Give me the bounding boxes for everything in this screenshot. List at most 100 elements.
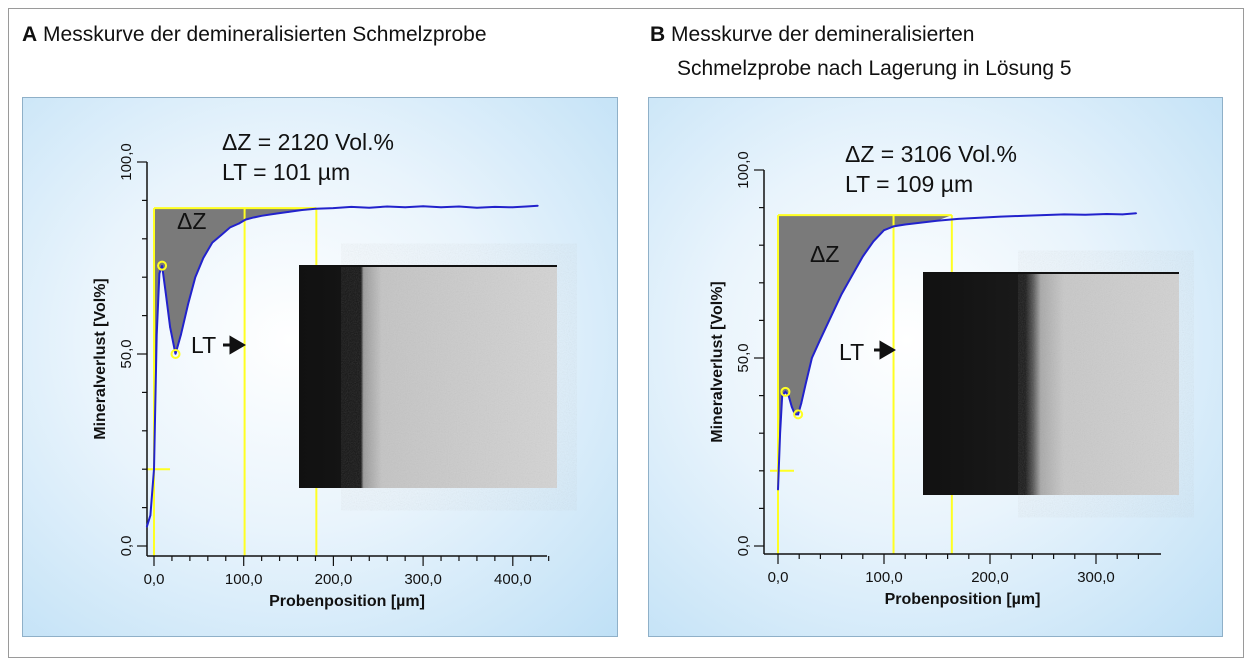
axes-group: 0,0 50,0 100,0 0,0 100,0 200,0 300,0 400,0 Probe…: [92, 143, 550, 610]
curve-data-point: [840, 293, 843, 295]
panel-b-title-line2: Schmelzprobe nach Lagerung in Lösung 5: [677, 57, 1072, 80]
deficit-area-group: [778, 215, 952, 490]
panel-a: 0,0 50,0 100,0 0,0 100,0 200,0 300,0 400,0 Probe…: [22, 97, 618, 637]
curve-data-point: [476, 206, 478, 209]
curve-data-point: [1021, 215, 1023, 217]
y-tick-label: 50,0: [118, 339, 135, 368]
curve-data-point: [904, 223, 906, 226]
curve-data-point: [220, 234, 223, 236]
curve-data-point: [174, 353, 177, 355]
curve-data-point: [149, 514, 152, 517]
deficit-area-group: [154, 208, 317, 470]
curve-data-point: [1105, 213, 1108, 215]
curve-data-point: [260, 214, 263, 217]
y-axis-title: Mineralverlust [Vol%]: [709, 281, 726, 443]
curve-data-point: [422, 205, 424, 207]
curve-data-point: [851, 274, 853, 277]
curve-data-point: [883, 229, 885, 231]
curve-data-point: [314, 208, 317, 210]
curve-data-point: [274, 213, 276, 215]
x-tick-label: 0,0: [768, 569, 789, 586]
curve-data-point: [301, 209, 303, 211]
curve-data-point: [153, 468, 155, 471]
curve-data-point: [936, 219, 938, 222]
delta-z-annotation: ΔZ = 2120 Vol.%: [222, 129, 394, 155]
curve-data-point: [1042, 214, 1044, 216]
curve-data-point: [238, 222, 241, 225]
x-tick-label: 300,0: [1077, 569, 1115, 586]
y-tick-label: 50,0: [735, 343, 752, 372]
delta-z-annotation: ΔZ = 3106 Vol.%: [845, 141, 1017, 167]
curve-data-point: [146, 526, 148, 528]
lt-arrow-label: LT: [839, 339, 864, 365]
axes-group: 0,0 50,0 100,0 0,0 100,0 200,0 300,0 Probenposi…: [709, 151, 1161, 608]
panel-b-title-line1: Messkurve der demineralisierten: [671, 23, 975, 46]
panel-b-title: B Messkurve der demineralisierten: [650, 20, 974, 50]
curve-data-point: [1135, 212, 1138, 215]
curve-data-point: [819, 338, 822, 340]
panel-b-letter: B: [650, 23, 666, 46]
curve-data-point: [350, 206, 353, 208]
curve-data-point: [251, 216, 254, 219]
lt-annotation: LT = 101 µm: [222, 159, 350, 185]
curve-data-point: [777, 488, 779, 491]
curve-data-point: [158, 272, 161, 275]
deficit-area: [778, 215, 952, 490]
delta-z-area-label: ΔZ: [810, 241, 839, 267]
x-tick-label: 100,0: [865, 569, 903, 586]
curve-data-point: [458, 205, 460, 208]
curve-data-point: [1063, 213, 1065, 216]
curve-data-point: [386, 205, 389, 208]
curve-data-point: [811, 357, 813, 359]
curve-data-point: [804, 383, 807, 386]
lt-arrow-label: LT: [191, 332, 216, 358]
curve-data-point: [332, 207, 335, 209]
curve-data-point: [892, 225, 895, 228]
lt-arrow-icon: [223, 335, 246, 355]
panel-b-chart: 0,0 50,0 100,0 0,0 100,0 200,0 300,0 Probenposi…: [709, 141, 1179, 608]
curve-data-point: [287, 211, 290, 213]
curve-data-point: [187, 303, 189, 305]
curve-data-point: [800, 402, 803, 404]
mineral-loss-curve: [777, 212, 1137, 490]
micrograph-texture: [1033, 273, 1179, 495]
curve-data-point: [797, 413, 799, 416]
curve-group: [777, 212, 1138, 491]
delta-z-area-label: ΔZ: [177, 208, 206, 234]
curve-data-point: [229, 226, 232, 229]
x-tick-label: 200,0: [971, 569, 1009, 586]
panel-a-title-text: Messkurve der demineralisierten Schmelzp…: [43, 23, 487, 46]
y-tick-label: 100,0: [118, 143, 135, 181]
y-tick-label: 0,0: [735, 536, 752, 557]
curve-marker: [170, 349, 181, 359]
x-tick-label: 100,0: [225, 571, 263, 588]
micrograph-group: [299, 265, 557, 488]
y-tick-label: 100,0: [735, 151, 752, 189]
deficit-area: [154, 208, 317, 470]
curve-data-point: [211, 241, 214, 244]
curve-data-point: [862, 255, 864, 258]
curve-data-point: [404, 206, 406, 209]
curve-data-point: [161, 264, 163, 267]
panel-a-chart: 0,0 50,0 100,0 0,0 100,0 200,0 300,0 400,0 Probe…: [92, 129, 557, 610]
curve-data-point: [180, 334, 182, 336]
curve-marker: [157, 260, 168, 271]
guide-lines-group: [770, 214, 953, 554]
curve-data-point: [1121, 213, 1124, 216]
curve-data-point: [978, 216, 981, 219]
lt-annotation: LT = 109 µm: [845, 171, 973, 197]
panel-b: 0,0 50,0 100,0 0,0 100,0 200,0 300,0 Probenposi…: [648, 97, 1223, 637]
panel-a-title: A Messkurve der demineralisierten Schmel…: [22, 20, 487, 50]
curve-data-point: [920, 221, 922, 224]
panel-b-title-line2-wrap: Schmelzprobe nach Lagerung in Lösung 5: [677, 54, 1072, 84]
curve-data-point: [494, 206, 496, 208]
x-axis-title: Probenposition [µm]: [269, 593, 425, 610]
x-tick-label: 400,0: [494, 571, 532, 588]
curve-data-point: [525, 205, 528, 208]
curve-data-point: [779, 432, 781, 435]
micrograph-group: [923, 272, 1179, 495]
curve-group: [145, 204, 539, 528]
x-axis-title: Probenposition [µm]: [885, 591, 1041, 608]
curve-data-point: [999, 215, 1002, 218]
curve-data-point: [155, 334, 158, 336]
